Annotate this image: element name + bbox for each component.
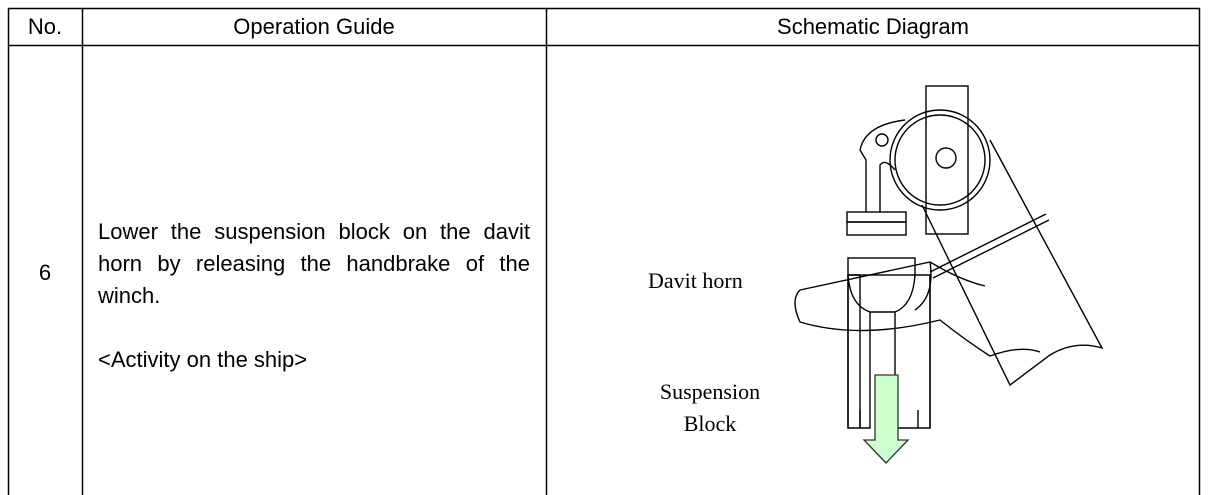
header-guide: Operation Guide xyxy=(233,14,395,39)
label-davit-horn: Davit horn xyxy=(648,268,743,293)
header-no: No. xyxy=(27,14,63,39)
down-arrow xyxy=(862,374,910,464)
row-number: 6 xyxy=(38,260,52,285)
table-borders xyxy=(7,7,1201,495)
guide-text: Lower the suspension block on the davit … xyxy=(98,219,530,308)
schematic xyxy=(794,85,1104,464)
header-diagram: Schematic Diagram xyxy=(777,14,969,39)
guide-note: <Activity on the ship> xyxy=(98,347,308,372)
label-suspension-block: Suspension Block xyxy=(659,379,761,436)
